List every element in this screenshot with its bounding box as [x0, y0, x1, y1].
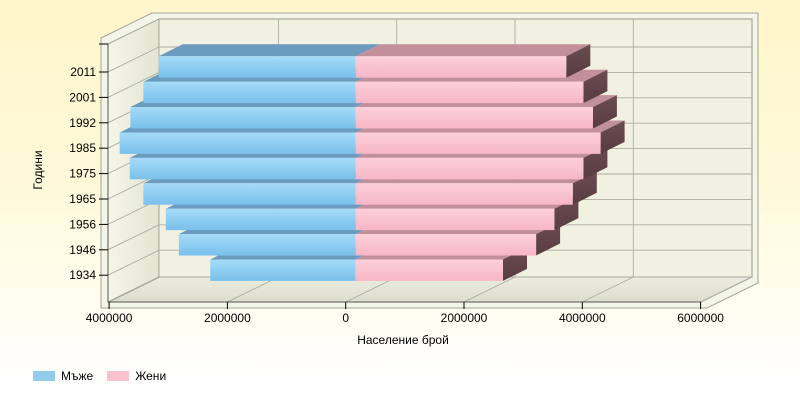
bar-female-2011	[355, 44, 591, 78]
bar-female-1956-front	[355, 208, 555, 231]
x-tick-label: 2000000	[204, 311, 251, 325]
bar-male-2011	[158, 44, 380, 78]
bar-female-2001-front	[355, 81, 584, 104]
x-tick-label: 4000000	[86, 311, 133, 325]
bar-female-1965-front	[355, 183, 573, 205]
bar-male-1946-front	[178, 234, 356, 256]
bar-male-1934-front	[210, 259, 356, 281]
legend-label-female: Жени	[135, 369, 167, 383]
bar-female-1934-front	[355, 259, 503, 281]
x-tick-label: 0	[342, 311, 349, 325]
grid-line	[700, 276, 752, 303]
bar-female-1985-front	[355, 132, 601, 154]
y-tick-label: 1956	[69, 217, 96, 231]
bar-female-1992-front	[355, 107, 593, 129]
bar-female-2011-side	[566, 44, 591, 78]
grid-line	[107, 71, 160, 98]
y-tick-label: 1934	[69, 268, 96, 282]
bar-male-2001-front	[143, 81, 356, 104]
grid-line	[107, 46, 160, 73]
bar-female-1975-front	[355, 157, 584, 180]
axes: 2011 2001 1992 1985 1975 1965 1956 1946 1934 4000…	[69, 43, 724, 325]
grid-line	[227, 276, 279, 303]
bar-female-1985-side	[600, 120, 625, 154]
bar-male-2011-top	[158, 44, 380, 57]
y-tick-label: 1992	[69, 116, 96, 130]
x-tick-label: 6000000	[677, 311, 724, 325]
bars	[119, 44, 625, 281]
legend-label-male: Мъже	[61, 369, 94, 383]
grid-line	[582, 276, 634, 303]
bar-male-1956-front	[165, 208, 356, 231]
y-tick-label: 2011	[70, 65, 96, 79]
y-tick-label: 1946	[69, 243, 96, 257]
bar-male-2011-front	[158, 56, 356, 78]
legend-swatch-female	[107, 371, 130, 381]
bar-female-1992-side	[592, 95, 617, 129]
bar-female-1965-side	[572, 171, 597, 205]
legend: Мъже Жени	[33, 369, 180, 383]
grid-line	[345, 276, 397, 303]
bar-male-1975-front	[129, 157, 356, 180]
bar-male-1992-front	[130, 107, 356, 129]
y-tick-label: 2001	[69, 90, 96, 104]
legend-swatch-male	[33, 371, 55, 381]
grid-line	[107, 224, 160, 251]
bar-male-1965-front	[143, 183, 356, 205]
y-tick-label: 1965	[69, 192, 96, 206]
grid-line	[463, 276, 516, 303]
bar-female-2011-top	[355, 44, 591, 57]
bar-female-1975-side	[583, 145, 608, 180]
y-tick-label: 1975	[69, 167, 96, 181]
bar-female-2001-side	[583, 69, 608, 104]
x-tick-label: 2000000	[441, 311, 488, 325]
y-axis-title: Години	[31, 150, 45, 190]
x-tick-label: 4000000	[559, 311, 606, 325]
grid-line	[107, 249, 160, 276]
bar-female-2011-front	[355, 56, 567, 78]
bar-female-1946-front	[355, 234, 537, 256]
bar-female-1946-side	[536, 222, 561, 256]
grid-line	[108, 276, 161, 303]
x-axis-title: Население брой	[357, 333, 449, 347]
bar-female-1956-side	[554, 196, 579, 231]
bar-male-1985-front	[119, 132, 356, 154]
bar-female-1934-side	[503, 247, 527, 281]
y-tick-label: 1985	[69, 141, 96, 155]
